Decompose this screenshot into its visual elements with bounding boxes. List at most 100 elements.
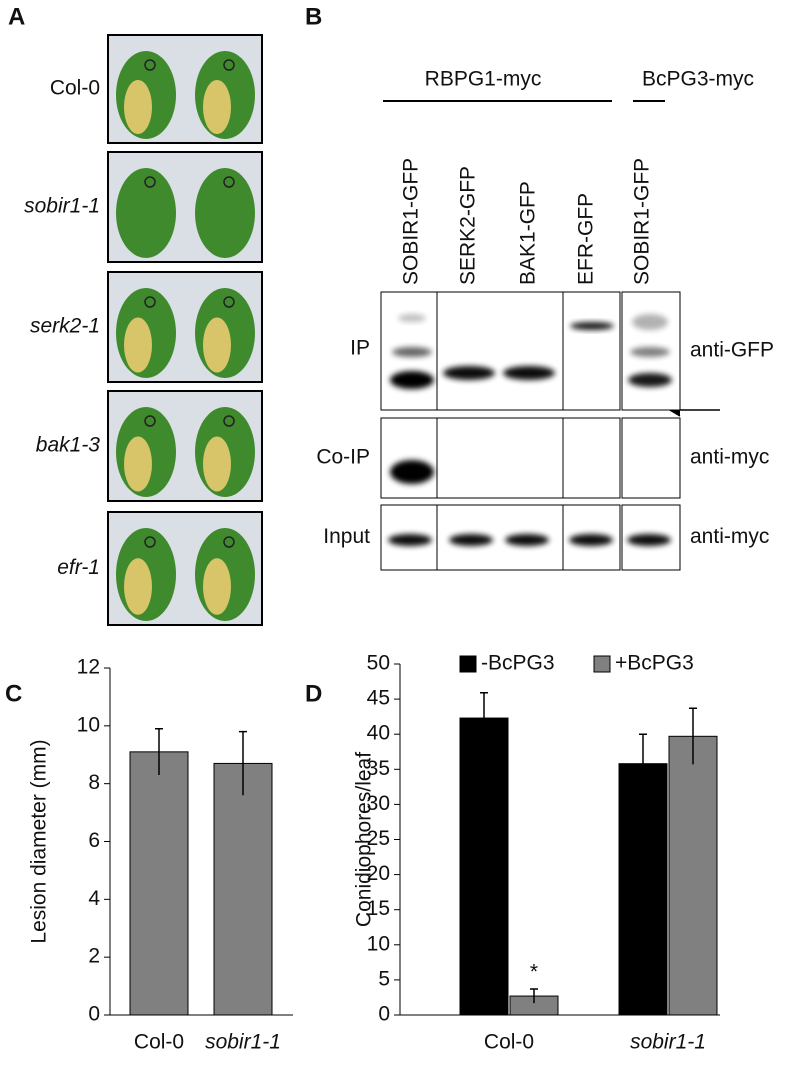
y-tick-label: 20 <box>367 862 390 885</box>
error-bar <box>639 733 647 794</box>
antibody-label: anti-myc <box>690 446 769 469</box>
x-tick-label: sobir1-1 <box>630 1031 706 1054</box>
band <box>388 534 432 546</box>
leaf <box>116 168 176 258</box>
band <box>570 322 614 330</box>
y-tick-label: 5 <box>378 967 390 990</box>
y-axis-label: Conidiophores/leaf <box>353 752 376 927</box>
inoculation-mark <box>144 176 156 188</box>
blot-frame <box>621 417 681 499</box>
y-tick-label: 35 <box>367 757 390 780</box>
band <box>630 347 670 357</box>
y-tick-label: 30 <box>367 792 390 815</box>
band <box>390 371 434 389</box>
y-tick-label: 40 <box>367 722 390 745</box>
error-bar <box>155 727 163 775</box>
y-tick-label: 0 <box>378 1003 390 1026</box>
leaf <box>195 168 255 258</box>
panel-letter: D <box>305 680 322 707</box>
panel-letter: A <box>8 3 25 30</box>
y-tick-label: 10 <box>367 932 390 955</box>
significance: * <box>530 961 538 984</box>
y-tick-label: 4 <box>88 887 100 910</box>
y-tick-label: 12 <box>77 656 100 679</box>
y-tick-label: 8 <box>88 771 100 794</box>
group-label: RBPG1-myc <box>425 68 542 91</box>
genotype-label: serk2-1 <box>30 315 100 338</box>
band <box>503 366 555 380</box>
band <box>398 314 426 322</box>
y-tick-label: 15 <box>367 897 390 920</box>
error-bar <box>530 988 538 1004</box>
legend-swatch <box>459 655 477 673</box>
band <box>632 314 668 330</box>
blot-frame <box>436 291 564 411</box>
x-tick-label: Col-0 <box>134 1031 184 1054</box>
group-label: BcPG3-myc <box>642 68 754 91</box>
genotype-label: sobir1-1 <box>24 195 100 218</box>
legend-label: -BcPG3 <box>481 652 555 675</box>
lane-label: SOBIR1-GFP <box>631 158 654 285</box>
band <box>627 534 671 546</box>
bar <box>668 735 718 1016</box>
lesion <box>124 317 152 373</box>
legend-swatch <box>593 655 611 673</box>
inoculation-mark <box>223 59 235 71</box>
y-tick-label: 25 <box>367 827 390 850</box>
inoculation-mark <box>144 59 156 71</box>
row-label: Co-IP <box>316 446 370 469</box>
lesion <box>124 80 152 134</box>
inoculation-mark <box>223 296 235 308</box>
lane-label: EFR-GFP <box>575 193 598 285</box>
band <box>449 534 493 546</box>
lesion <box>203 80 231 134</box>
blot-frame <box>436 417 564 499</box>
y-tick-label: 0 <box>88 1003 100 1026</box>
band <box>505 534 549 546</box>
inoculation-mark <box>144 415 156 427</box>
genotype-label: bak1-3 <box>36 434 101 457</box>
y-tick-label: 2 <box>88 945 100 968</box>
lesion <box>124 436 152 492</box>
x-tick-label: Col-0 <box>484 1031 534 1054</box>
antibody-label: anti-myc <box>690 525 769 548</box>
inoculation-mark <box>223 536 235 548</box>
genotype-label: efr-1 <box>57 556 100 579</box>
error-bar <box>689 707 697 765</box>
blot-frame <box>562 417 621 499</box>
error-bar <box>480 692 488 744</box>
y-tick-label: 50 <box>367 652 390 675</box>
panel-letter: C <box>5 680 22 707</box>
inoculation-mark <box>144 536 156 548</box>
row-label: Input <box>323 525 370 548</box>
y-tick-label: 6 <box>88 829 100 852</box>
inoculation-mark <box>223 176 235 188</box>
error-bar <box>239 730 247 796</box>
lesion <box>203 436 231 492</box>
y-tick-label: 10 <box>77 713 100 736</box>
y-axis-label: Lesion diameter (mm) <box>28 739 51 943</box>
lesion <box>203 558 231 615</box>
bar <box>213 762 273 1016</box>
lane-label: BAK1-GFP <box>517 181 540 285</box>
blot-frame <box>562 291 621 411</box>
lane-label: SOBIR1-GFP <box>400 158 423 285</box>
x-tick-label: sobir1-1 <box>205 1031 281 1054</box>
y-tick-label: 45 <box>367 687 390 710</box>
genotype-label: Col-0 <box>50 77 100 100</box>
bar <box>129 751 189 1016</box>
antibody-label: anti-GFP <box>690 339 774 362</box>
bar <box>618 763 668 1016</box>
band <box>443 366 495 380</box>
band <box>628 373 672 387</box>
inoculation-mark <box>223 415 235 427</box>
band <box>390 460 434 484</box>
lesion <box>124 558 152 615</box>
inoculation-mark <box>144 296 156 308</box>
bar <box>459 717 509 1016</box>
lane-label: SERK2-GFP <box>457 166 480 285</box>
band <box>569 534 613 546</box>
lesion <box>203 317 231 373</box>
